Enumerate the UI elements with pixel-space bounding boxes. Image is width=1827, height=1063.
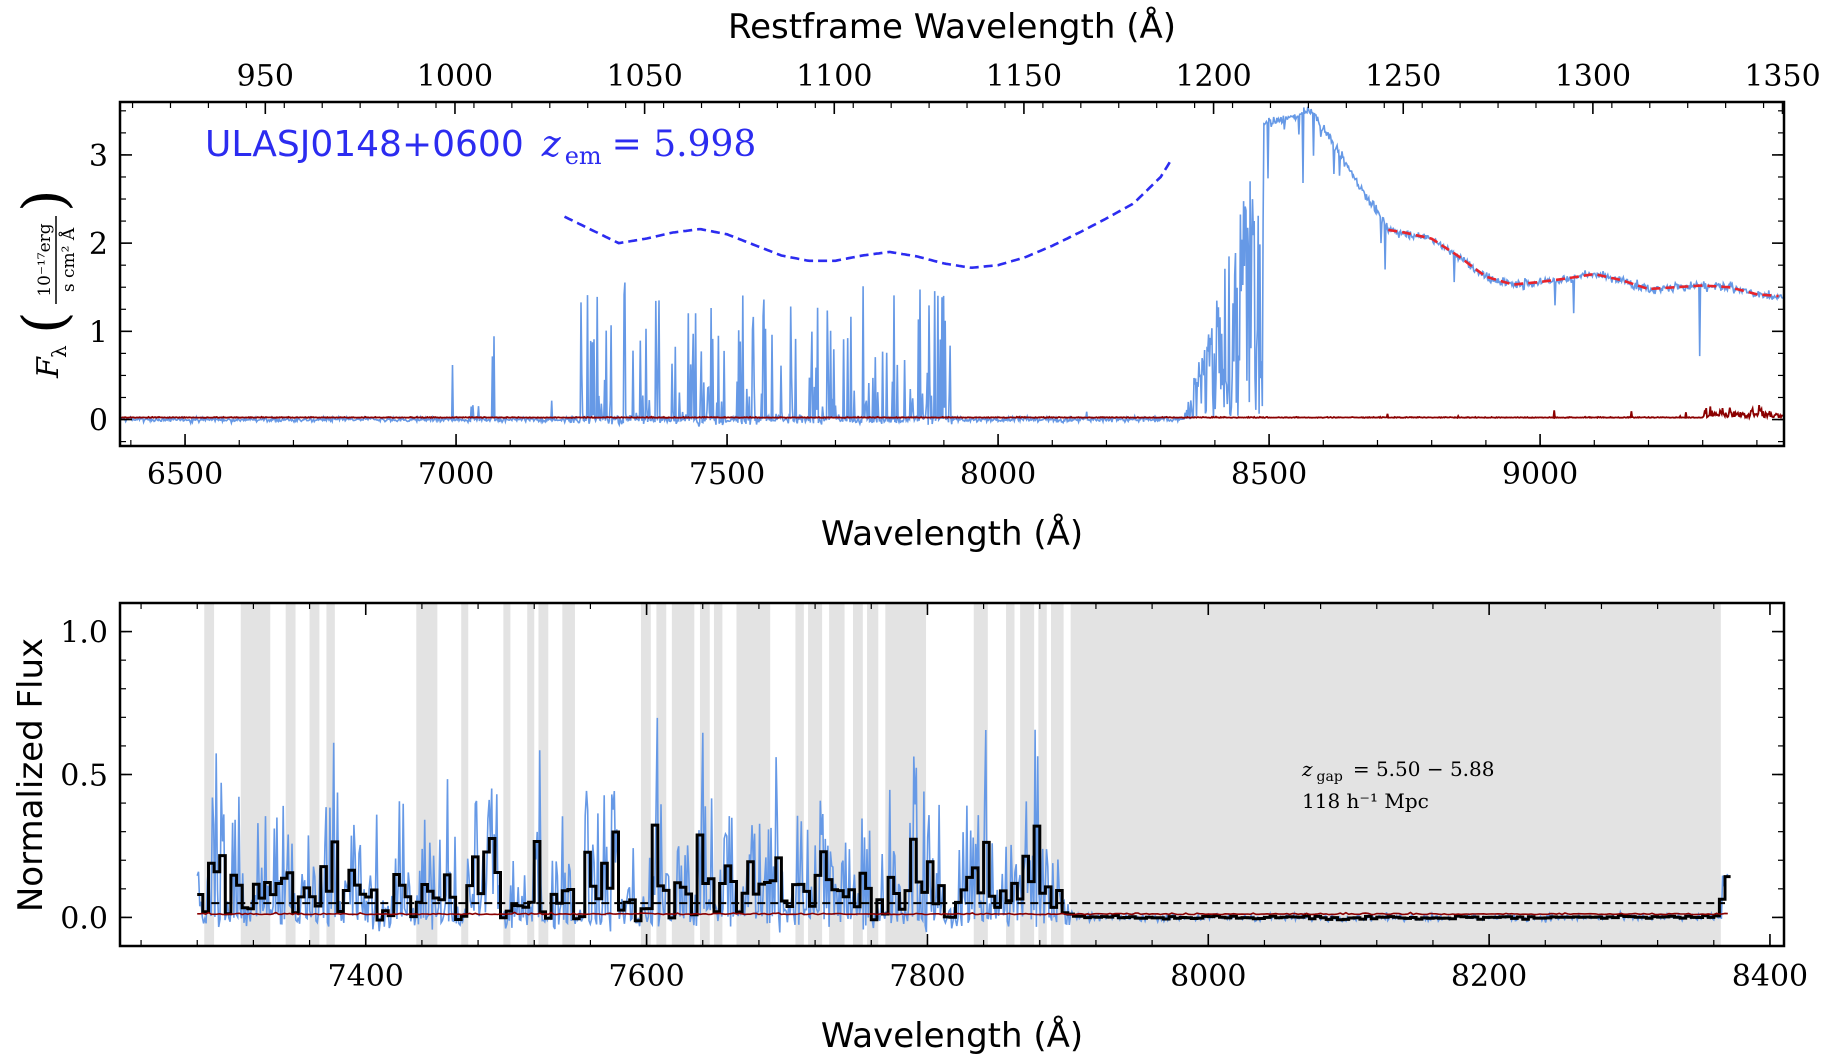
xtick-label: 9000 (1502, 457, 1578, 492)
shaded-region (461, 603, 469, 946)
spectrum-ylabel: F λ ( 10⁻¹⁷erg s cm² Å ) (10, 189, 79, 379)
ytick-label: 1 (89, 315, 108, 350)
shaded-region (867, 603, 879, 946)
shaded-region (204, 603, 215, 946)
xtick-label: 8200 (1451, 959, 1527, 994)
shaded-region (656, 603, 667, 946)
shaded-region (562, 603, 575, 946)
normalized-panel: 7400 7600 7800 8000 8200 8400 0.0 0.5 1.0 z gap … (11, 601, 1808, 1056)
xtick-label: 7000 (418, 457, 494, 492)
ylabel-subscript: λ (47, 345, 71, 358)
top-xtick-label: 1350 (1744, 59, 1820, 94)
xtick-label: 8000 (960, 457, 1036, 492)
series-flux (120, 106, 1784, 428)
spectrum-panel: 6500 7000 7500 8000 8500 9000 0 1 2 3 950 1000 1050 1… (10, 6, 1821, 554)
xtick-label: 8500 (1231, 457, 1307, 492)
gap-distance-annotation: 118 h⁻¹ Mpc (1302, 789, 1429, 813)
restframe-xlabel: Restframe Wavelength (Å) (728, 6, 1176, 47)
shaded-region (285, 603, 296, 946)
spectrum-axes-frame (118, 100, 1786, 448)
shaded-region (808, 603, 823, 946)
spectrum-xlabel: Wavelength (Å) (821, 513, 1083, 554)
ylabel-units-numerator: 10⁻¹⁷erg (35, 223, 55, 296)
shaded-region (1038, 603, 1047, 946)
shaded-region (1050, 603, 1064, 946)
ytick-label: 1.0 (60, 616, 108, 651)
gap-redshift-annotation: z gap = 5.50 − 5.88 (1301, 757, 1494, 785)
ytick-label: 3 (89, 139, 108, 174)
ylabel-paren-right: ) (10, 189, 78, 212)
normalized-ticks: 7400 7600 7800 8000 8200 8400 0.0 0.5 1.0 (60, 602, 1808, 994)
spectrum-ticks: 6500 7000 7500 8000 8500 9000 0 1 2 3 950 1000 1050 1… (89, 59, 1821, 492)
ytick-label: 0.0 (60, 901, 108, 936)
xtick-label: 6500 (147, 457, 223, 492)
xtick-label: 8400 (1732, 959, 1808, 994)
ylabel-units-denominator: s cm² Å (58, 227, 79, 292)
shaded-region (795, 603, 804, 946)
shaded-region (538, 603, 549, 946)
top-xtick-label: 1000 (417, 59, 493, 94)
shaded-region (527, 603, 535, 946)
shaded-region (1006, 603, 1015, 946)
ylabel-symbol: F (31, 356, 66, 379)
xtick-label: 7500 (689, 457, 765, 492)
shaded-region (699, 603, 710, 946)
series-template (563, 158, 1173, 270)
ytick-label: 0.5 (60, 759, 108, 794)
shaded-region (1070, 603, 1721, 946)
spectrum-plot-area (120, 106, 1784, 428)
shaded-region (713, 603, 723, 946)
top-xtick-label: 1250 (1365, 59, 1441, 94)
normalized-ylabel: Normalized Flux (11, 638, 51, 912)
top-xtick-label: 1050 (606, 59, 682, 94)
normalized-xlabel: Wavelength (Å) (821, 1015, 1083, 1056)
ytick-label: 0 (89, 404, 108, 439)
series-error (120, 404, 1784, 421)
shaded-region (503, 603, 511, 946)
xtick-label: 7400 (328, 959, 404, 994)
series-binned (197, 823, 1731, 923)
shaded-region (309, 603, 320, 946)
shaded-region (853, 603, 863, 946)
top-xtick-label: 1100 (796, 59, 872, 94)
series-error (197, 911, 1728, 916)
ytick-label: 2 (89, 227, 108, 262)
xtick-label: 7600 (608, 959, 684, 994)
shaded-region (326, 603, 335, 946)
shaded-region (640, 603, 651, 946)
shaded-region (829, 603, 845, 946)
xtick-label: 7800 (889, 959, 965, 994)
top-xtick-label: 1200 (1175, 59, 1251, 94)
top-xtick-label: 1300 (1555, 59, 1631, 94)
top-xtick-label: 950 (237, 59, 294, 94)
xtick-label: 8000 (1170, 959, 1246, 994)
series-continuum (1388, 228, 1779, 298)
normalized-plot-area (196, 717, 1731, 933)
ylabel-paren-left: ( (10, 311, 78, 334)
quasar-label: ULASJ0148+0600 z em = 5.998 (205, 124, 756, 170)
gap-shading (204, 603, 1721, 946)
top-xtick-label: 1150 (986, 59, 1062, 94)
